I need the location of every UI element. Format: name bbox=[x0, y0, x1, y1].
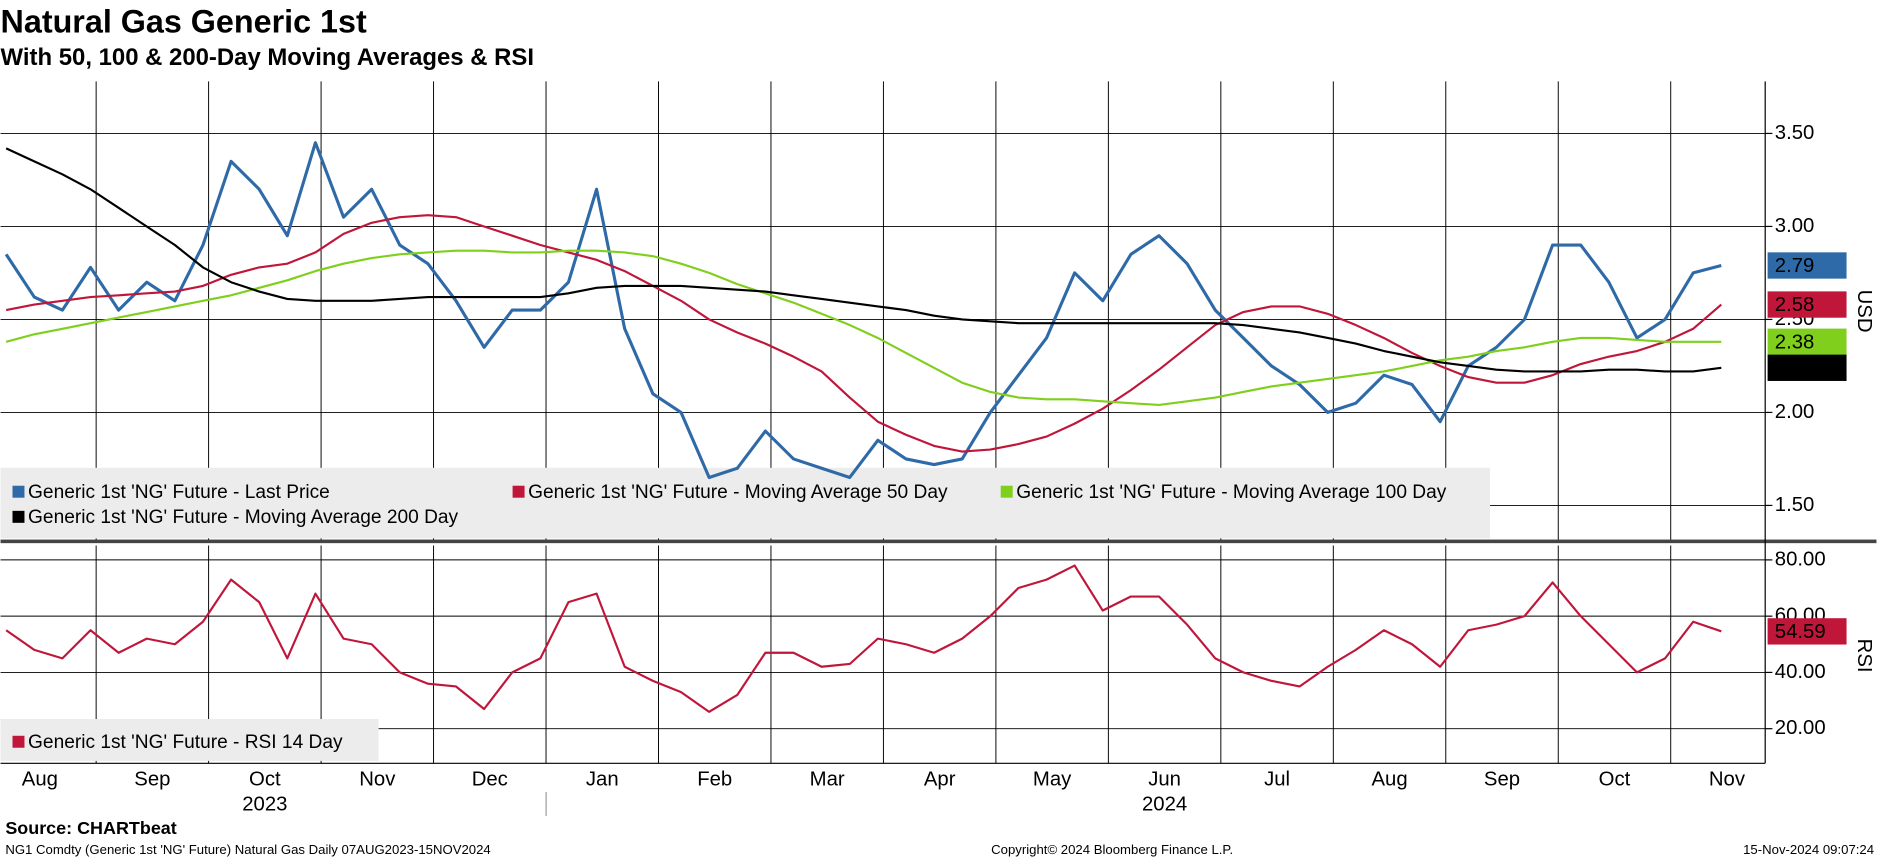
last-value-tag bbox=[1767, 618, 1847, 645]
y-tick-label: 40.00 bbox=[1775, 661, 1826, 683]
last-value-tag bbox=[1767, 291, 1847, 318]
legend-box bbox=[0, 719, 379, 761]
x-tick-label: Apr bbox=[924, 768, 956, 790]
y-tick-label: 3.50 bbox=[1775, 122, 1815, 144]
series-line bbox=[5, 214, 1722, 453]
source: Source: CHARTbeat bbox=[5, 818, 176, 838]
x-tick-label: Dec bbox=[472, 768, 508, 790]
series-line bbox=[4, 141, 1722, 480]
y-axis-label: RSI bbox=[1853, 639, 1875, 673]
legend-label: Generic 1st 'NG' Future - Moving Average… bbox=[1016, 482, 1446, 503]
y-axis-label: USD bbox=[1853, 290, 1875, 333]
x-tick-label: May bbox=[1033, 768, 1072, 790]
year-label: 2024 bbox=[1142, 794, 1187, 816]
last-value-label: 2.24 bbox=[1775, 357, 1815, 379]
copyright: Copyright© 2024 Bloomberg Finance L.P. bbox=[991, 842, 1233, 857]
x-tick-label: Oct bbox=[249, 768, 281, 790]
plot-area bbox=[4, 141, 1722, 713]
last-value-label: 2.58 bbox=[1775, 294, 1815, 316]
panel-separator bbox=[0, 539, 1877, 544]
x-tick-label: Aug bbox=[1371, 768, 1407, 790]
year-label: 2023 bbox=[242, 794, 287, 816]
x-tick-label: Feb bbox=[697, 768, 732, 790]
x-tick-label: Aug bbox=[22, 768, 58, 790]
footer-description: NG1 Comdty (Generic 1st 'NG' Future) Nat… bbox=[5, 842, 490, 857]
legend-label: Generic 1st 'NG' Future - Last Price bbox=[28, 482, 330, 503]
legend-label: Generic 1st 'NG' Future - RSI 14 Day bbox=[28, 732, 343, 753]
last-value-label: 2.79 bbox=[1775, 255, 1815, 277]
x-tick-label: Mar bbox=[810, 768, 845, 790]
x-tick-label: Jun bbox=[1148, 768, 1181, 790]
last-value-tag bbox=[1767, 328, 1847, 355]
last-value-tag bbox=[1767, 354, 1847, 381]
last-value-label: 54.59 bbox=[1775, 621, 1826, 643]
legend-swatch bbox=[1000, 485, 1013, 498]
x-tick-label: Jan bbox=[586, 768, 619, 790]
legend-swatch bbox=[12, 485, 25, 498]
x-tick-label: Sep bbox=[1484, 768, 1520, 790]
x-tick-label: Nov bbox=[1709, 768, 1746, 790]
x-tick-label: Oct bbox=[1599, 768, 1631, 790]
y-tick-label: 2.00 bbox=[1775, 401, 1815, 423]
legend-box bbox=[0, 467, 1491, 539]
series-line bbox=[5, 564, 1722, 713]
y-tick-label: 80.00 bbox=[1775, 548, 1826, 570]
y-tick-label: 20.00 bbox=[1775, 717, 1826, 739]
legend-swatch bbox=[12, 735, 25, 748]
legend-label: Generic 1st 'NG' Future - Moving Average… bbox=[28, 507, 458, 528]
legend-swatch bbox=[512, 485, 525, 498]
legend-label: Generic 1st 'NG' Future - Moving Average… bbox=[528, 482, 948, 503]
legend-swatch bbox=[12, 510, 25, 523]
last-value-label: 2.38 bbox=[1775, 331, 1815, 353]
y-tick-label: 3.00 bbox=[1775, 215, 1815, 237]
timestamp: 15-Nov-2024 09:07:24 bbox=[1743, 842, 1874, 857]
x-tick-label: Sep bbox=[134, 768, 170, 790]
x-tick-label: Jul bbox=[1264, 768, 1290, 790]
x-tick-label: Nov bbox=[359, 768, 396, 790]
last-value-tag bbox=[1767, 252, 1847, 279]
y-tick-label: 1.50 bbox=[1775, 494, 1815, 516]
chart-subtitle: With 50, 100 & 200-Day Moving Averages &… bbox=[1, 44, 534, 71]
chart-title: Natural Gas Generic 1st bbox=[1, 3, 367, 39]
series-line bbox=[5, 147, 1722, 373]
